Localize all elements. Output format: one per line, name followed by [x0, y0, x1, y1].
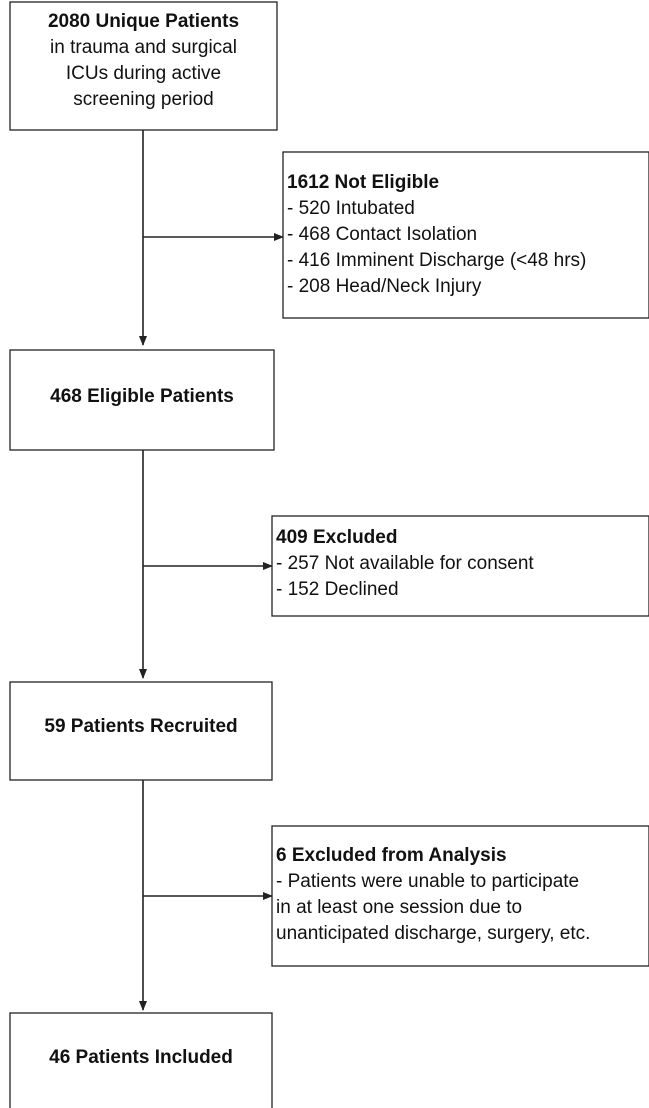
node-title: 59 Patients Recruited	[44, 716, 237, 737]
node-box	[9, 349, 275, 451]
exclusion-box	[282, 151, 649, 319]
exclusion-box	[271, 825, 649, 967]
exclusion-line: - 520 Intubated	[287, 198, 415, 219]
exclusion-line: - 152 Declined	[276, 579, 399, 600]
node-line: screening period	[73, 89, 213, 110]
exclusion-line: - 208 Head/Neck Injury	[287, 276, 482, 297]
exclusion-line: - 257 Not available for consent	[276, 553, 534, 574]
node-title: 468 Eligible Patients	[50, 386, 234, 407]
exclusion-line: - 416 Imminent Discharge (<48 hrs)	[287, 250, 586, 271]
node-line: ICUs during active	[66, 63, 221, 84]
node-box	[9, 681, 273, 781]
exclusion-line: in at least one session due to	[276, 897, 522, 918]
node-box	[9, 1012, 273, 1108]
exclusion-title: 409 Excluded	[276, 527, 397, 548]
node-box	[9, 1, 278, 131]
node-title: 2080 Unique Patients	[48, 11, 239, 32]
exclusion-line: - 468 Contact Isolation	[287, 224, 477, 245]
node-line: in trauma and surgical	[50, 37, 237, 58]
exclusion-title: 6 Excluded from Analysis	[276, 845, 507, 866]
exclusion-title: 1612 Not Eligible	[287, 172, 439, 193]
exclusion-line: - Patients were unable to participate	[276, 871, 579, 892]
exclusion-box	[271, 515, 649, 617]
node-title: 46 Patients Included	[49, 1047, 233, 1068]
exclusion-line: unanticipated discharge, surgery, etc.	[276, 923, 590, 944]
